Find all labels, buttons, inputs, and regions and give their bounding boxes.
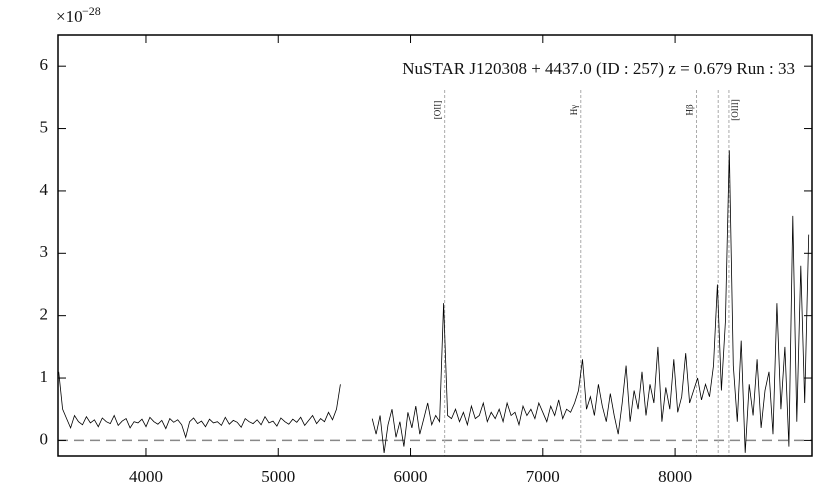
- emission-line-label: Hβ: [685, 104, 695, 115]
- plot-frame: [57, 34, 813, 457]
- x-tick-label: 5000: [261, 467, 295, 486]
- emission-line-label: [OIII]: [730, 99, 740, 121]
- x-tick-label: 7000: [526, 467, 560, 486]
- spectrum-line: [58, 150, 810, 453]
- y-tick-label: 4: [40, 180, 49, 199]
- y-tick-label: 2: [40, 305, 49, 324]
- x-tick-label: 6000: [394, 467, 428, 486]
- emission-line-label: [OII]: [433, 101, 443, 120]
- y-tick-label: 6: [40, 55, 49, 74]
- y-exponent-base: ×10: [56, 7, 83, 26]
- y-tick-label: 5: [40, 117, 49, 136]
- chart-title: NuSTAR J120308 + 4437.0 (ID : 257) z = 0…: [402, 59, 795, 78]
- emission-line-label: Hγ: [569, 105, 579, 115]
- y-tick-label: 3: [40, 242, 49, 261]
- x-tick-label: 8000: [658, 467, 692, 486]
- y-tick-label: 1: [40, 367, 49, 386]
- y-tick-label: 0: [40, 429, 49, 448]
- plot-area: [58, 90, 812, 456]
- y-exponent: −28: [82, 4, 101, 18]
- x-tick-label: 4000: [129, 467, 163, 486]
